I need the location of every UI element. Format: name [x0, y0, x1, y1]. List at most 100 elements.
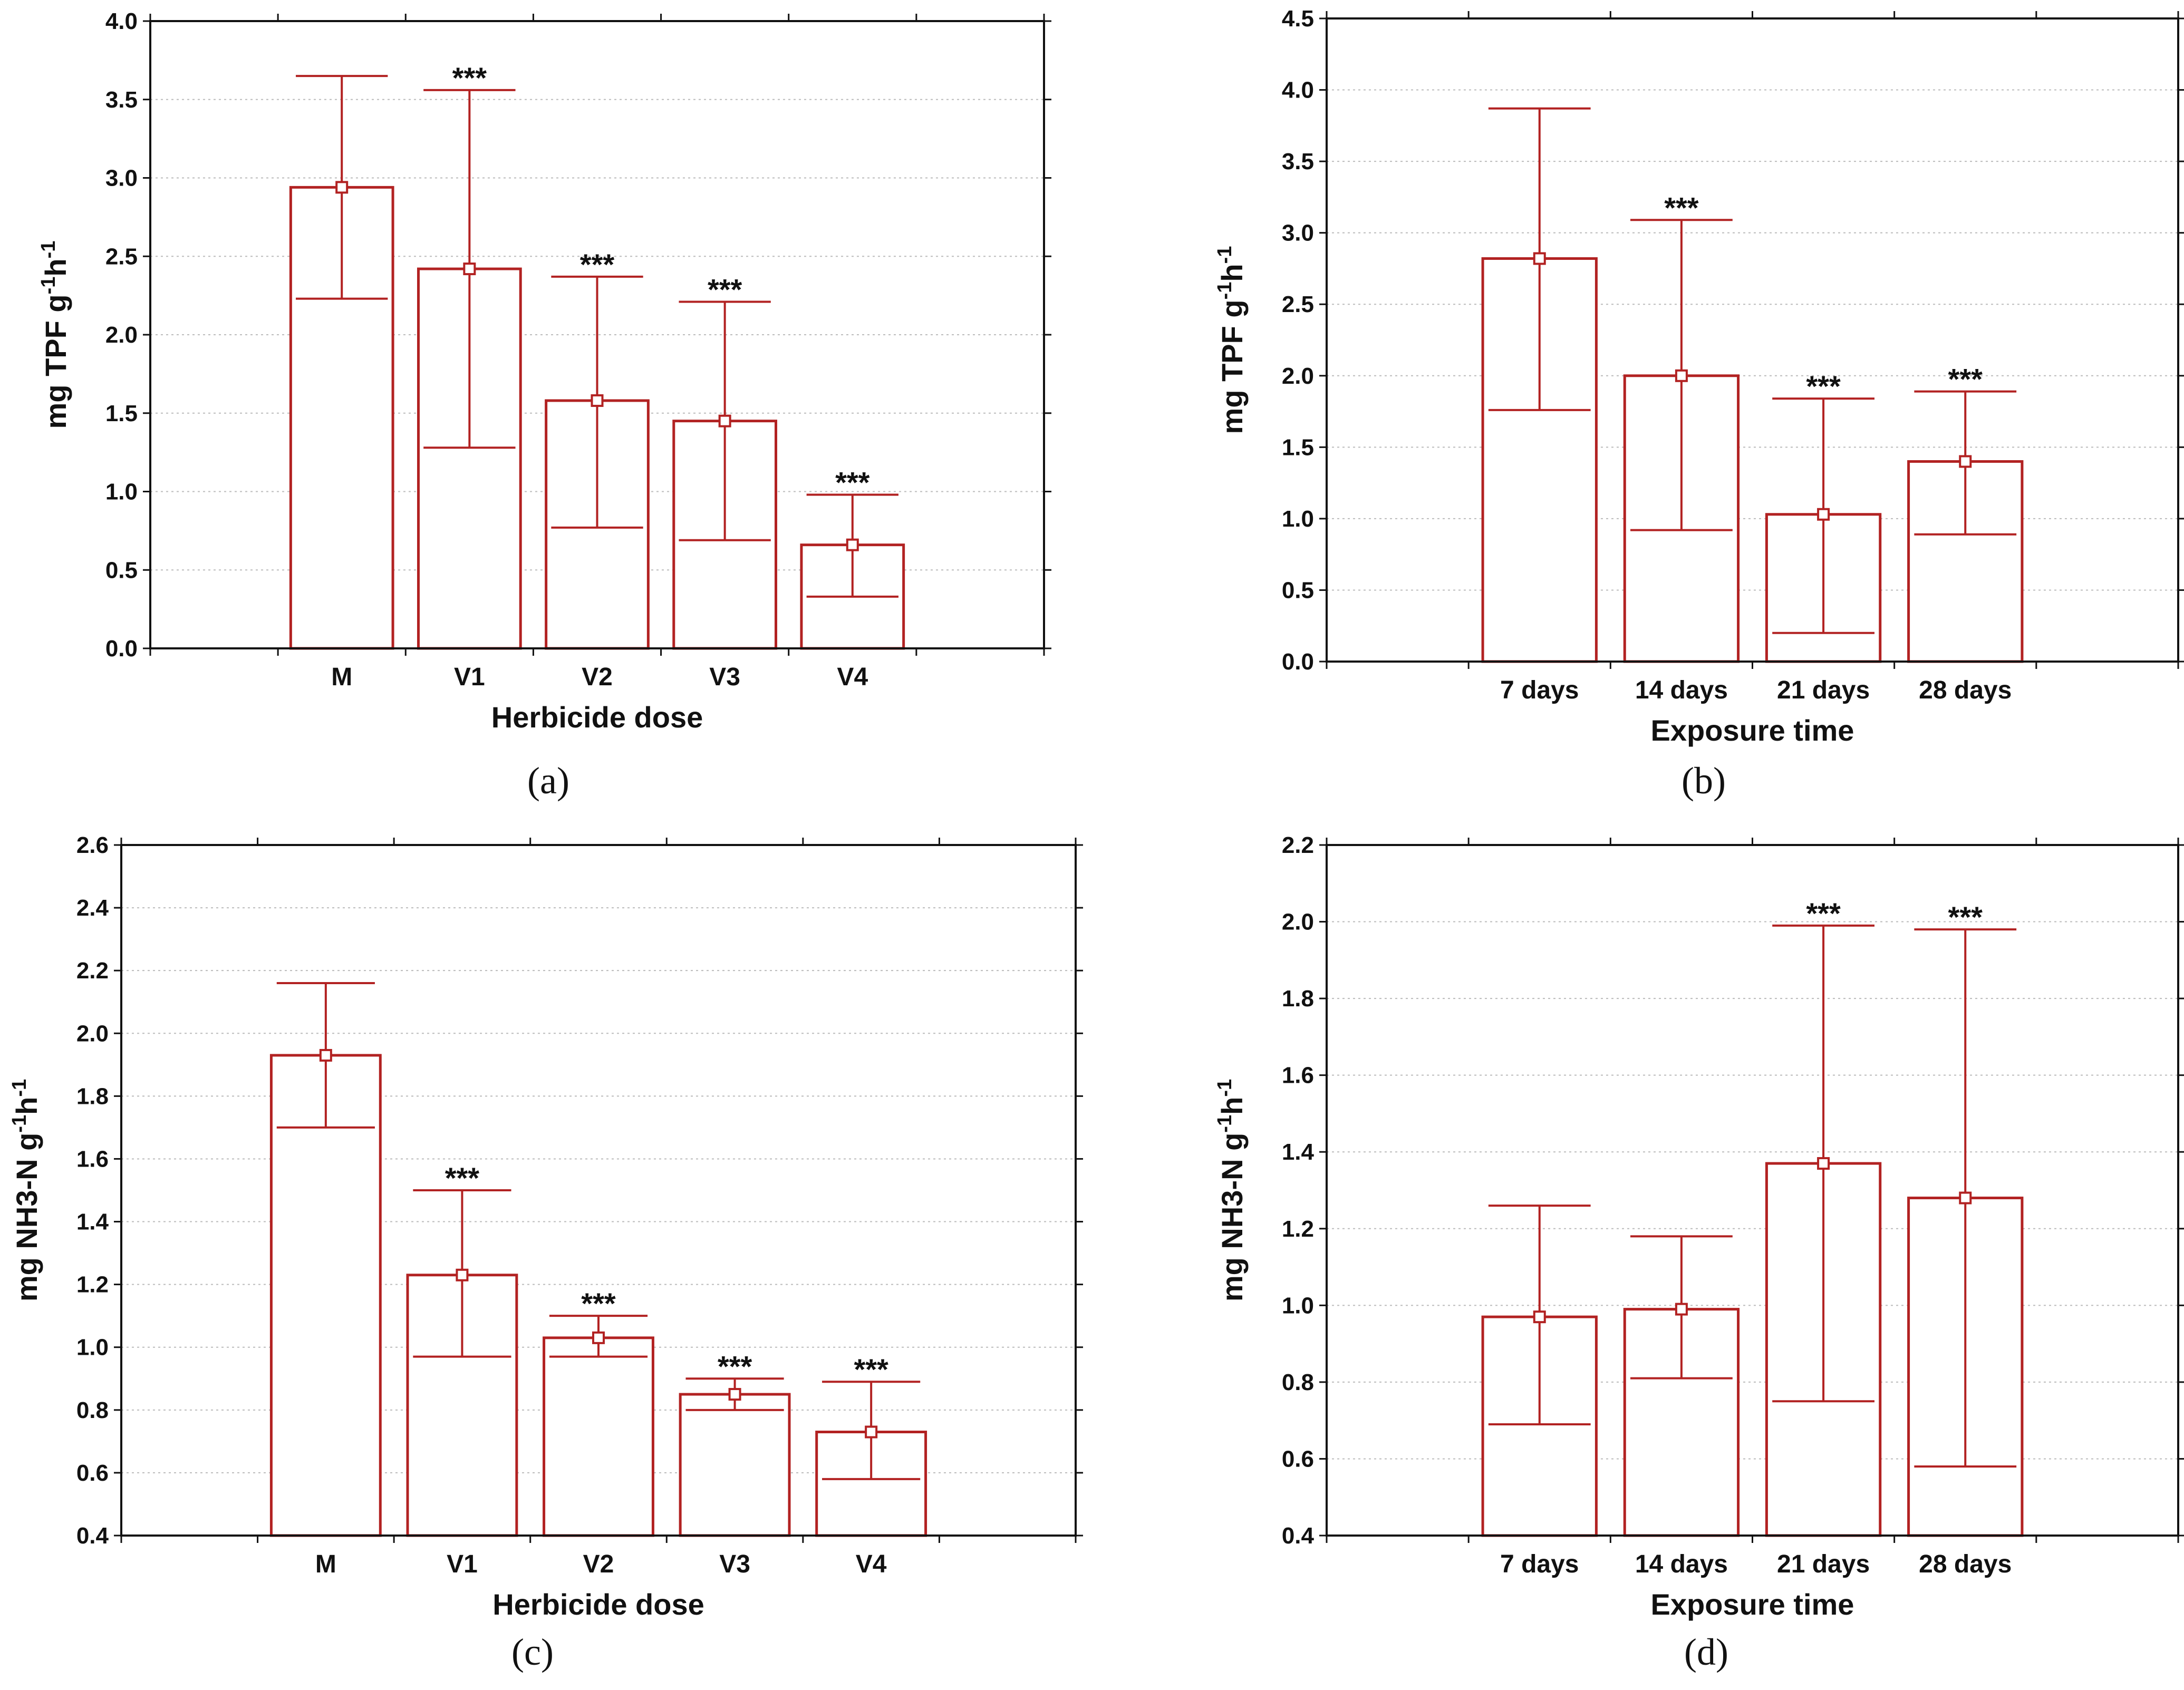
y-tick-label: 1.6 — [76, 1146, 109, 1172]
mean-marker — [1675, 1303, 1688, 1316]
y-tick-label: 1.5 — [1282, 434, 1314, 460]
y-tick-label: 2.0 — [76, 1021, 109, 1046]
mean-marker — [1817, 1157, 1830, 1170]
y-tick-label: 0.0 — [105, 636, 138, 662]
chart-c-svg: 0.4 0.6 0.8 1.0 1.2 1.4 1.6 1.8 2.0 2.2 2.4 2.6 M ***… — [8, 832, 1083, 1621]
x-axis-title: Herbicide dose — [492, 1588, 704, 1621]
mean-marker — [319, 1048, 332, 1062]
mean-marker — [592, 1331, 605, 1344]
significance-label: *** — [452, 61, 487, 94]
y-tick-label: 1.6 — [1282, 1063, 1314, 1089]
x-category-label: 14 days — [1635, 676, 1728, 704]
y-tick-label: 1.8 — [76, 1083, 109, 1109]
y-tick-label: 1.0 — [105, 479, 138, 505]
y-tick-label: 4.0 — [1282, 77, 1314, 103]
mean-marker — [728, 1388, 741, 1401]
x-category-label: V1 — [454, 663, 485, 691]
y-tick-label: 3.5 — [105, 87, 138, 113]
chart-d-svg: 0.4 0.6 0.8 1.0 1.2 1.4 1.6 1.8 2.0 2.2 7 days 14 d… — [1214, 832, 2184, 1621]
y-tick-label: 2.2 — [76, 958, 109, 984]
mean-marker — [456, 1268, 469, 1281]
y-tick-label: 1.4 — [76, 1209, 109, 1235]
plot-frame — [1326, 17, 2179, 663]
y-tick-label: 0.0 — [1282, 649, 1314, 675]
chart-panel-a: 0.0 0.5 1.0 1.5 2.0 2.5 3.0 3.5 4.0 M *** V1 *** V2 **… — [0, 0, 1092, 845]
x-axis-title: Exposure time — [1651, 714, 1854, 747]
y-tick-label: 1.2 — [1282, 1216, 1314, 1242]
x-axis-title: Herbicide dose — [491, 701, 703, 734]
y-tick-label: 1.0 — [76, 1335, 109, 1361]
x-category-label: 7 days — [1500, 1550, 1579, 1578]
y-tick-label: 1.5 — [105, 401, 138, 426]
y-tick-label: 2.6 — [76, 832, 109, 858]
y-tick-label: 2.0 — [105, 322, 138, 348]
significance-label: *** — [1806, 897, 1841, 930]
x-category-label: 7 days — [1500, 676, 1579, 704]
y-tick-label: 2.5 — [105, 244, 138, 269]
plot-frame — [149, 20, 1045, 649]
mean-marker — [1533, 252, 1546, 265]
chart-panel-d: 0.4 0.6 0.8 1.0 1.2 1.4 1.6 1.8 2.0 2.2 7 days 14 d… — [1092, 832, 2184, 1690]
y-tick-label: 1.0 — [1282, 506, 1314, 532]
mean-marker — [1675, 369, 1688, 382]
x-category-label: V1 — [447, 1550, 478, 1578]
significance-label: *** — [580, 248, 615, 281]
chart-b-svg: 0.0 0.5 1.0 1.5 2.0 2.5 3.0 3.5 4.0 4.5 7 days *** 1… — [1214, 6, 2184, 747]
mean-marker — [335, 181, 349, 194]
mean-marker — [846, 538, 859, 551]
significance-label: *** — [708, 273, 742, 306]
significance-label: *** — [854, 1353, 888, 1386]
panel-label-d: (d) — [1684, 1631, 1728, 1673]
y-tick-label: 0.4 — [76, 1523, 109, 1549]
plot-frame — [120, 844, 1077, 1537]
y-tick-label: 2.5 — [1282, 292, 1314, 317]
y-tick-label: 0.5 — [1282, 577, 1314, 603]
y-tick-label: 0.8 — [1282, 1370, 1314, 1395]
x-category-label: V3 — [719, 1550, 750, 1578]
chart-panel-b: 0.0 0.5 1.0 1.5 2.0 2.5 3.0 3.5 4.0 4.5 7 days *** 1… — [1092, 0, 2184, 845]
y-tick-label: 1.2 — [76, 1272, 109, 1298]
mean-marker — [463, 263, 476, 276]
y-tick-label: 4.0 — [105, 8, 138, 34]
y-tick-label: 0.6 — [1282, 1446, 1314, 1472]
y-tick-label: 3.0 — [1282, 220, 1314, 246]
y-tick-label: 1.0 — [1282, 1293, 1314, 1318]
mean-marker — [1959, 455, 1972, 468]
y-tick-label: 3.0 — [105, 166, 138, 191]
mean-marker — [1817, 508, 1830, 521]
y-axis-title: mg TPF g-1h-1 — [1214, 246, 1249, 434]
significance-label: *** — [1948, 363, 1983, 396]
significance-label: *** — [835, 465, 870, 499]
panel-label-b: (b) — [1682, 760, 1726, 802]
y-tick-label: 0.6 — [76, 1460, 109, 1486]
y-tick-label: 3.5 — [1282, 149, 1314, 174]
x-category-label: V3 — [709, 663, 740, 691]
significance-label: *** — [1806, 370, 1841, 403]
y-axis-title: mg NH3-N g-1h-1 — [1214, 1079, 1249, 1302]
significance-label: *** — [1664, 191, 1699, 224]
plot-frame — [1326, 844, 2179, 1537]
x-category-label: 14 days — [1635, 1550, 1728, 1578]
chart-panel-c: 0.4 0.6 0.8 1.0 1.2 1.4 1.6 1.8 2.0 2.2 2.4 2.6 M ***… — [0, 832, 1092, 1690]
chart-a-svg: 0.0 0.5 1.0 1.5 2.0 2.5 3.0 3.5 4.0 M *** V1 *** V2 **… — [37, 8, 1051, 734]
mean-marker — [865, 1425, 878, 1439]
mean-marker — [591, 394, 604, 407]
bar — [543, 1336, 654, 1537]
mean-marker — [1959, 1191, 1972, 1205]
mean-marker — [718, 414, 731, 428]
significance-label: *** — [1948, 900, 1983, 934]
panel-label-c: (c) — [511, 1631, 554, 1673]
y-tick-label: 1.8 — [1282, 986, 1314, 1012]
y-tick-label: 2.0 — [1282, 363, 1314, 389]
y-tick-label: 2.0 — [1282, 909, 1314, 935]
y-tick-label: 2.4 — [76, 895, 109, 921]
x-category-label: V2 — [582, 663, 613, 691]
y-tick-label: 2.2 — [1282, 832, 1314, 858]
significance-label: *** — [581, 1287, 616, 1320]
mean-marker — [1533, 1310, 1546, 1324]
y-tick-label: 0.4 — [1282, 1523, 1315, 1549]
panel-label-a: (a) — [527, 760, 569, 802]
x-category-label: 28 days — [1919, 676, 2012, 704]
x-category-label: V2 — [583, 1550, 614, 1578]
y-tick-label: 0.8 — [76, 1397, 109, 1423]
